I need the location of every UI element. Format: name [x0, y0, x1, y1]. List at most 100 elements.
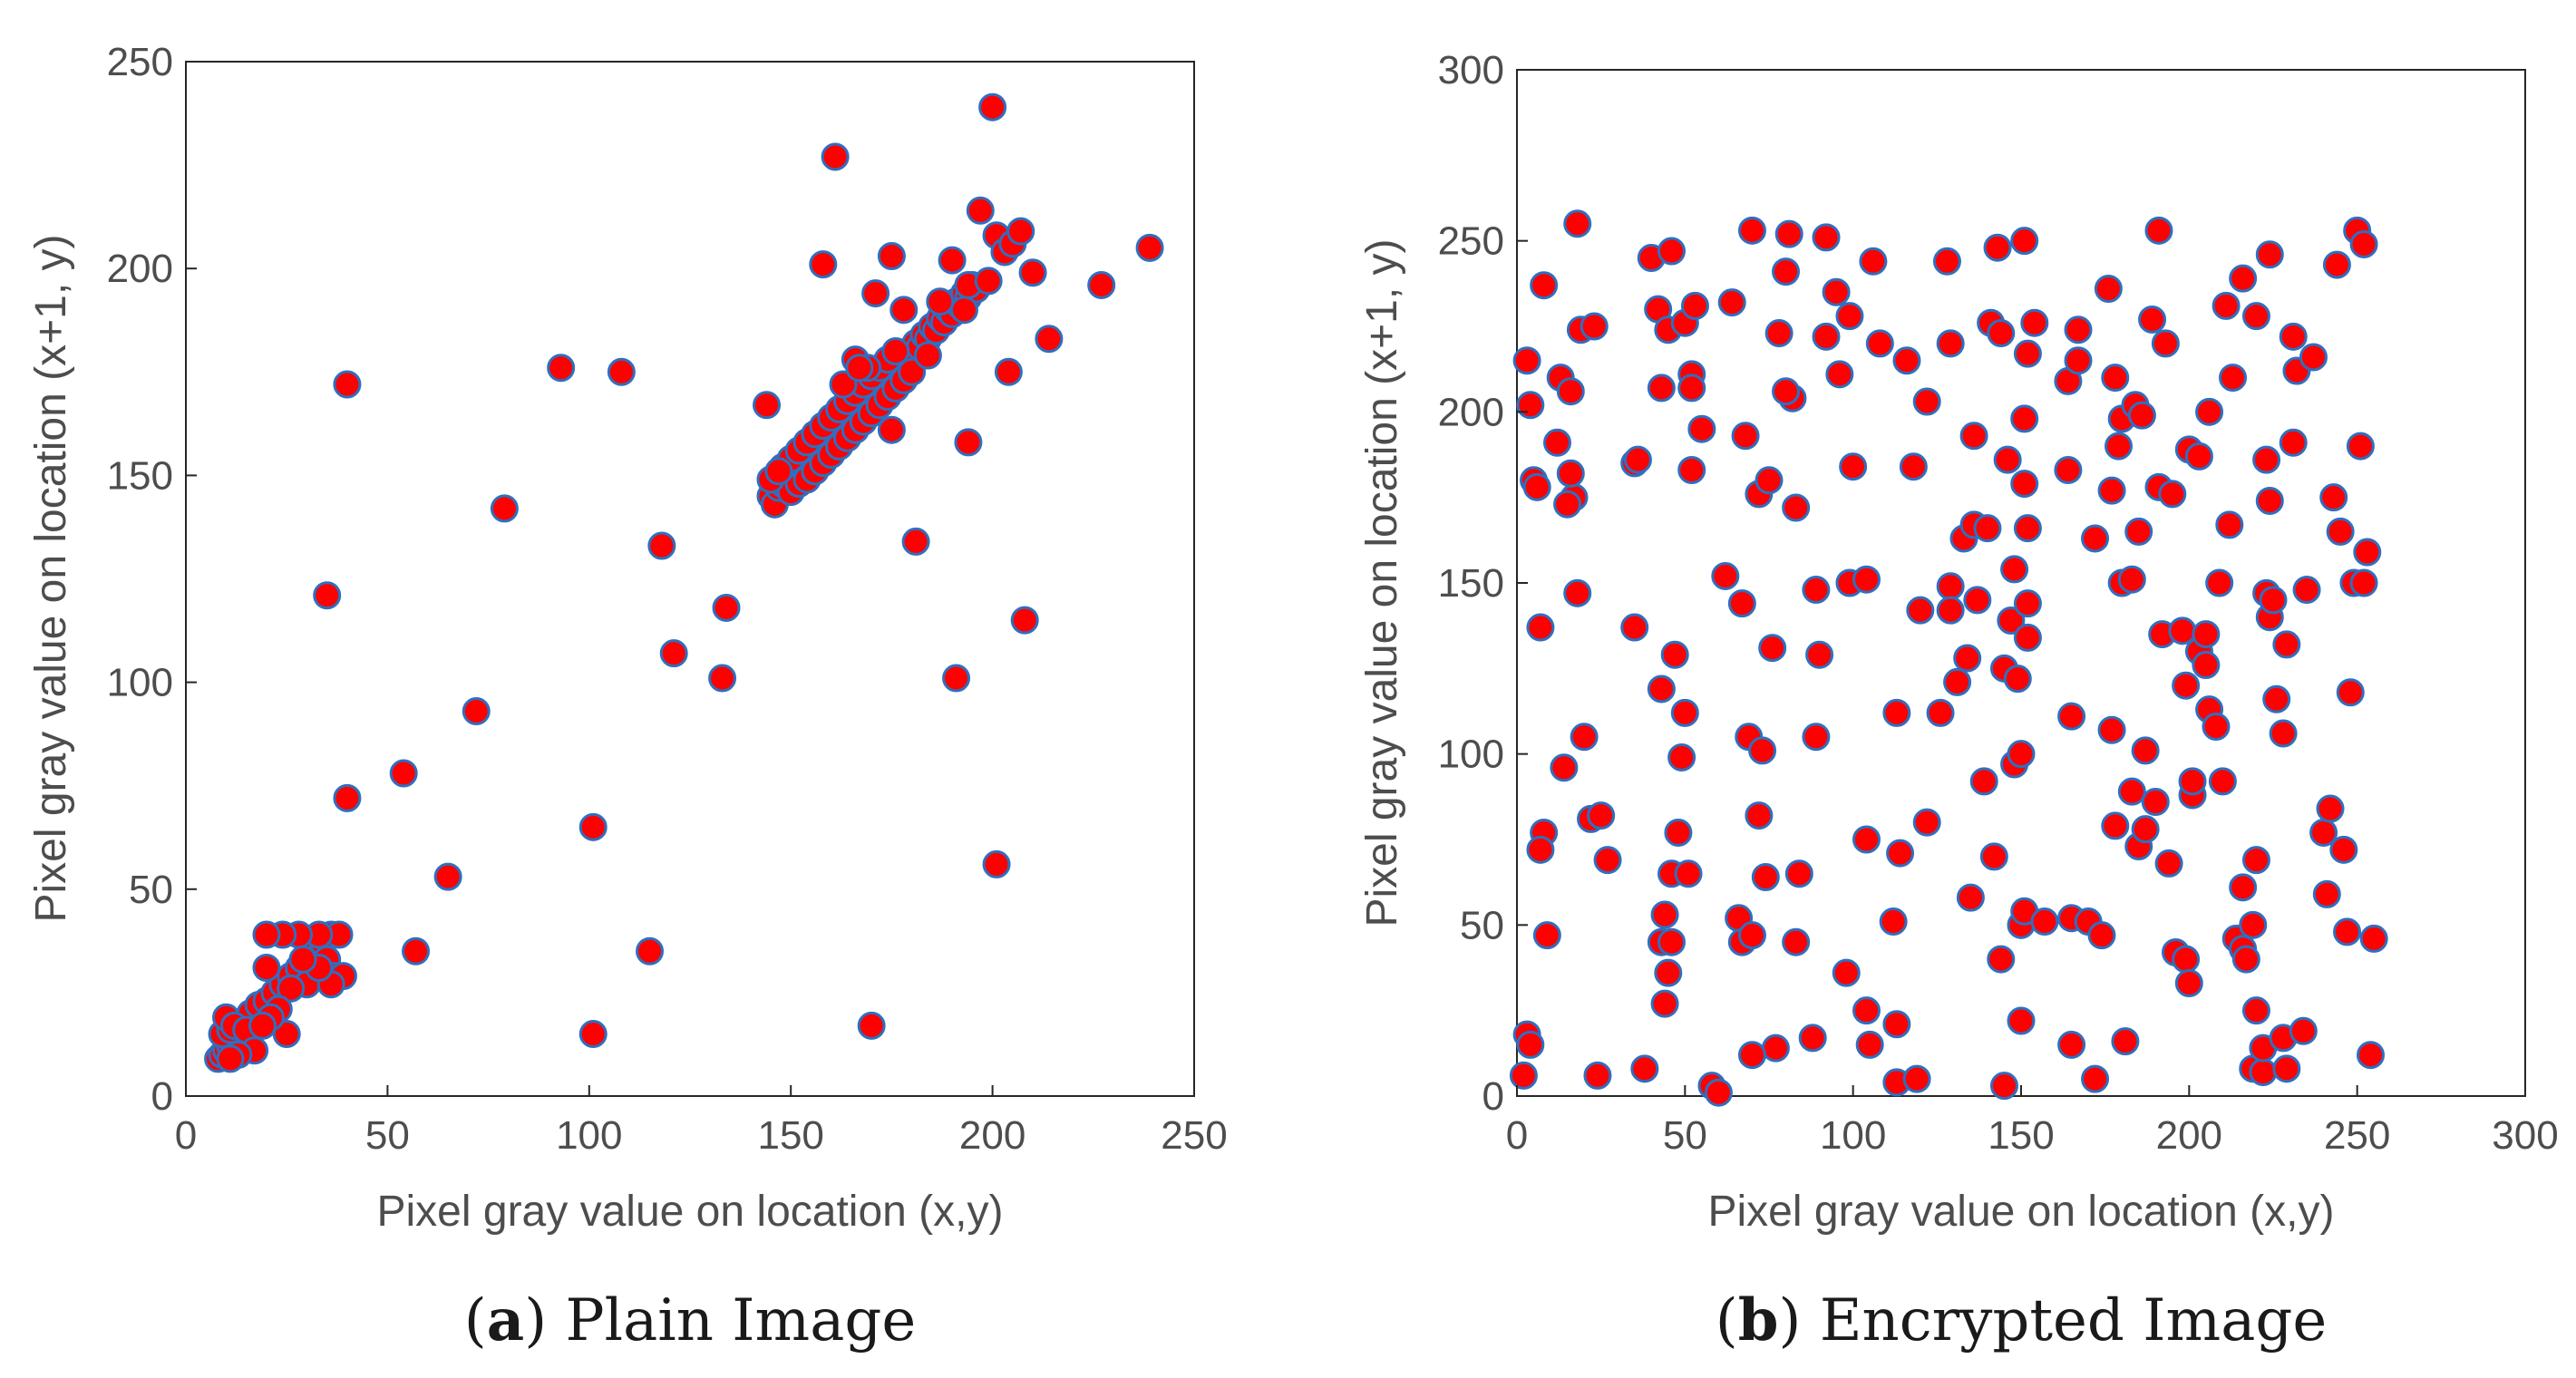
- encrypted-data-point: [2101, 811, 2130, 840]
- encrypted-data-point: [1667, 742, 1696, 771]
- encrypted-data-point: [2097, 715, 2126, 744]
- plain-data-point: [288, 945, 317, 974]
- encrypted-data-point: [1855, 1030, 1884, 1059]
- encrypted-data-point: [1969, 767, 1998, 796]
- encrypted-data-point: [2013, 339, 2042, 368]
- encrypted-data-point: [2172, 945, 2201, 974]
- encrypted-data-point: [1997, 607, 2026, 636]
- plain-data-point: [712, 593, 741, 622]
- encrypted-data-point: [2312, 879, 2341, 908]
- encrypted-data-point: [2289, 1016, 2318, 1045]
- encrypted-data-point: [1526, 613, 1555, 642]
- encrypted-x-tick-label: 300: [2492, 1113, 2558, 1158]
- encrypted-data-point: [1660, 640, 1689, 669]
- encrypted-data-point: [1542, 428, 1571, 457]
- plain-x-tick-label: 200: [959, 1113, 1026, 1158]
- encrypted-data-point: [1782, 493, 1811, 522]
- plain-caption: (a) Plain Image: [464, 1286, 916, 1354]
- plain-y-ticks: 0 50 100 150 200 250: [107, 40, 197, 1119]
- encrypted-data-point: [1802, 723, 1831, 752]
- plain-y-tick-label: 150: [107, 453, 173, 498]
- plain-data-point: [402, 936, 431, 966]
- encrypted-data-point: [1912, 387, 1941, 416]
- encrypted-data-point: [2154, 849, 2183, 878]
- encrypted-data-point: [2255, 240, 2284, 269]
- encrypted-data-point: [1556, 459, 1585, 488]
- encrypted-data-point: [1748, 736, 1777, 765]
- encrypted-x-ticks: 0 50 100 150 200 250 300: [1506, 1085, 2559, 1158]
- encrypted-data-point: [2211, 291, 2241, 320]
- encrypted-data-point: [1772, 257, 1801, 286]
- encrypted-data-point: [1687, 414, 1716, 443]
- encrypted-data-point: [2151, 329, 2180, 358]
- plain-data-point: [248, 1011, 277, 1040]
- encrypted-data-point: [1784, 859, 1813, 888]
- encrypted-x-tick-label: 200: [2156, 1113, 2222, 1158]
- plain-x-tick-label: 0: [175, 1113, 197, 1158]
- encrypted-data-point: [1979, 842, 2008, 871]
- encrypted-data-point: [2326, 517, 2355, 546]
- encrypted-caption-close: ): [1779, 1287, 1802, 1354]
- encrypted-data-point: [2229, 873, 2258, 902]
- encrypted-data-point: [2195, 397, 2224, 426]
- encrypted-data-point: [2252, 445, 2281, 474]
- encrypted-data-point: [1647, 374, 1676, 403]
- encrypted-data-point: [2131, 736, 2160, 765]
- encrypted-data-point: [2184, 442, 2213, 471]
- encrypted-data-point: [1959, 422, 1988, 451]
- plain-data-point: [607, 357, 636, 386]
- encrypted-data-point: [2241, 302, 2270, 331]
- encrypted-data-point: [1879, 907, 1908, 936]
- plain-data-point: [889, 296, 919, 325]
- encrypted-data-point: [2353, 538, 2382, 567]
- encrypted-data-point: [1812, 322, 1841, 351]
- encrypted-data-point: [1882, 1010, 1911, 1039]
- encrypted-data-point: [2299, 343, 2328, 372]
- encrypted-data-point: [1798, 1024, 1827, 1053]
- encrypted-data-point: [1532, 921, 1561, 950]
- plain-data-point: [252, 920, 281, 949]
- plain-data-point: [490, 494, 519, 523]
- encrypted-data-point: [2010, 404, 2039, 433]
- plain-data-point: [708, 664, 737, 693]
- plain-data-point: [647, 531, 676, 560]
- encrypted-data-point: [1727, 589, 1756, 618]
- plain-data-point: [857, 1011, 886, 1040]
- encrypted-data-point: [1553, 490, 1582, 519]
- encrypted-data-point: [2272, 630, 2301, 659]
- plain-image-panel: 0 50 100 150 200 250 0 50 100 150 200 250 Pixel gr…: [27, 40, 1228, 1354]
- encrypted-data-point: [1563, 578, 1592, 607]
- encrypted-data-point: [2057, 702, 2086, 731]
- encrypted-data-point: [2174, 968, 2203, 997]
- encrypted-data-point: [2000, 555, 2029, 584]
- encrypted-caption: (b) Encrypted Image: [1716, 1286, 2327, 1354]
- encrypted-data-point: [2178, 767, 2207, 796]
- encrypted-data-point: [1772, 377, 1801, 406]
- plain-data-point: [861, 279, 890, 308]
- plain-data-point: [829, 370, 858, 399]
- encrypted-data-point: [2158, 480, 2187, 509]
- plain-caption-letter: a: [487, 1286, 524, 1354]
- encrypted-x-axis-label: Pixel gray value on location (x,y): [1708, 1188, 2335, 1236]
- encrypted-data-point: [1512, 346, 1541, 375]
- encrypted-data-point: [2064, 346, 2093, 375]
- encrypted-data-point: [2081, 1064, 2110, 1093]
- encrypted-data-point: [1657, 237, 1687, 266]
- encrypted-data-point: [2007, 740, 2036, 769]
- encrypted-data-point: [2013, 623, 2042, 652]
- encrypted-y-tick-label: 50: [1460, 903, 1504, 947]
- encrypted-data-point: [1782, 927, 1811, 956]
- encrypted-data-point: [1764, 319, 1793, 348]
- encrypted-data-point: [1737, 1041, 1766, 1070]
- encrypted-data-point: [2127, 401, 2156, 430]
- encrypted-data-point: [1956, 883, 1985, 912]
- encrypted-x-tick-label: 50: [1663, 1113, 1707, 1158]
- encrypted-data-point: [1761, 1034, 1790, 1063]
- encrypted-data-point: [2241, 996, 2270, 1025]
- encrypted-data-point: [1805, 640, 1834, 669]
- encrypted-data-point: [1745, 801, 1774, 830]
- encrypted-data-point: [1906, 596, 1935, 625]
- plain-data-point: [954, 428, 983, 457]
- plain-data-point: [578, 1020, 608, 1049]
- encrypted-y-tick-label: 0: [1482, 1074, 1504, 1119]
